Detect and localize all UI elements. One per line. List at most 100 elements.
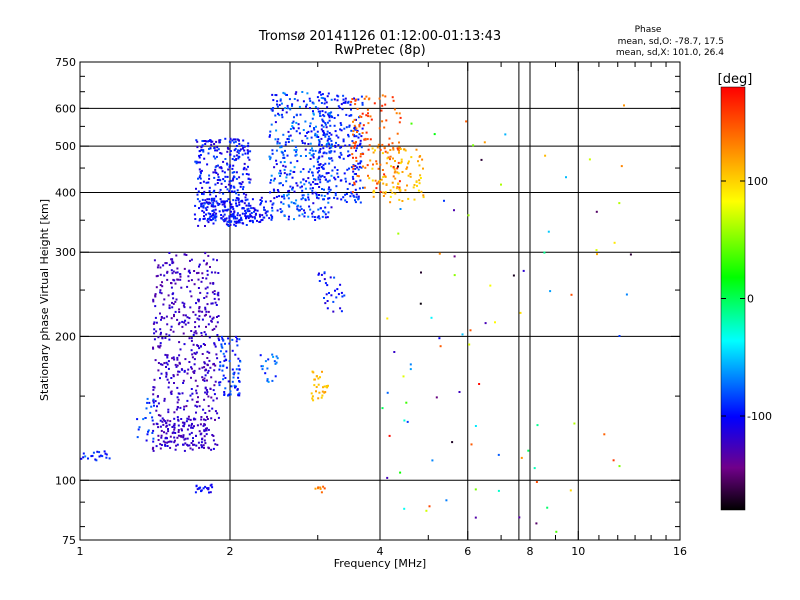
data-point bbox=[344, 199, 347, 202]
data-point bbox=[212, 316, 215, 319]
data-point bbox=[357, 198, 360, 201]
data-point bbox=[198, 446, 201, 449]
data-point bbox=[365, 131, 368, 134]
data-point bbox=[195, 187, 197, 190]
data-point bbox=[359, 155, 362, 158]
data-point bbox=[306, 92, 309, 95]
data-point bbox=[215, 215, 218, 218]
data-point bbox=[319, 175, 322, 178]
data-point bbox=[94, 458, 97, 461]
data-point bbox=[373, 191, 376, 194]
data-point bbox=[327, 92, 330, 95]
data-point bbox=[320, 128, 323, 131]
data-point bbox=[216, 321, 219, 324]
data-point bbox=[438, 252, 441, 255]
data-point bbox=[389, 201, 392, 204]
data-point bbox=[169, 420, 172, 423]
data-point bbox=[618, 202, 621, 205]
data-point bbox=[307, 177, 310, 180]
data-point bbox=[183, 449, 186, 452]
data-point bbox=[173, 426, 176, 429]
data-point bbox=[193, 352, 196, 355]
data-point bbox=[570, 293, 573, 296]
data-point bbox=[276, 357, 279, 360]
data-point bbox=[247, 177, 250, 180]
data-point bbox=[105, 453, 108, 456]
data-point bbox=[203, 362, 206, 365]
data-point bbox=[232, 376, 235, 379]
data-point bbox=[179, 435, 182, 438]
data-point bbox=[282, 164, 285, 167]
data-point bbox=[226, 150, 229, 153]
data-point bbox=[313, 378, 316, 381]
data-point bbox=[173, 382, 175, 384]
data-point bbox=[228, 342, 231, 345]
data-point bbox=[211, 291, 214, 294]
data-point bbox=[189, 259, 191, 262]
data-point bbox=[136, 418, 139, 421]
data-point bbox=[348, 124, 351, 127]
data-point bbox=[381, 94, 384, 97]
data-point bbox=[157, 345, 160, 348]
data-point bbox=[439, 345, 442, 348]
data-point bbox=[318, 169, 321, 172]
data-point bbox=[176, 401, 179, 404]
data-point bbox=[533, 467, 536, 470]
data-point bbox=[418, 182, 421, 185]
data-point bbox=[277, 190, 280, 193]
data-point bbox=[209, 139, 212, 142]
data-point bbox=[547, 230, 550, 233]
data-point bbox=[340, 310, 343, 313]
data-point bbox=[198, 307, 201, 310]
data-point bbox=[203, 435, 206, 438]
data-point bbox=[269, 200, 272, 203]
data-point bbox=[235, 335, 237, 338]
data-point bbox=[183, 306, 186, 309]
data-point bbox=[352, 177, 355, 180]
data-point bbox=[152, 446, 155, 449]
data-point bbox=[404, 189, 407, 192]
data-point bbox=[202, 205, 205, 208]
data-point bbox=[291, 186, 294, 189]
data-point bbox=[167, 440, 170, 443]
data-point bbox=[317, 138, 320, 141]
data-point bbox=[394, 192, 397, 195]
data-point bbox=[204, 374, 207, 377]
data-point bbox=[208, 198, 211, 201]
data-point bbox=[234, 224, 237, 227]
data-point bbox=[291, 125, 294, 128]
data-point bbox=[320, 102, 323, 104]
data-point bbox=[198, 207, 200, 210]
data-point bbox=[212, 389, 215, 392]
data-point bbox=[203, 446, 205, 449]
data-point bbox=[275, 361, 278, 364]
data-point bbox=[420, 190, 423, 193]
data-point bbox=[166, 441, 169, 444]
data-point bbox=[314, 487, 317, 490]
data-point bbox=[472, 144, 475, 147]
data-point bbox=[316, 130, 319, 133]
data-point bbox=[435, 396, 438, 399]
data-point bbox=[320, 194, 323, 197]
data-point bbox=[92, 451, 95, 454]
data-point bbox=[227, 394, 229, 397]
data-point bbox=[208, 201, 210, 204]
data-point bbox=[229, 150, 232, 153]
data-point bbox=[312, 113, 315, 116]
data-point bbox=[355, 127, 358, 130]
data-point bbox=[277, 138, 280, 141]
data-point bbox=[381, 152, 384, 155]
data-point bbox=[171, 260, 174, 263]
data-point bbox=[287, 197, 290, 200]
data-point bbox=[194, 313, 197, 316]
data-point bbox=[595, 210, 598, 213]
data-point bbox=[527, 449, 530, 452]
data-point bbox=[293, 116, 295, 119]
data-point bbox=[212, 439, 215, 442]
data-point bbox=[307, 143, 310, 145]
data-point bbox=[232, 372, 235, 375]
data-point bbox=[612, 459, 615, 462]
data-point bbox=[161, 281, 163, 284]
data-point bbox=[200, 432, 203, 435]
data-point bbox=[212, 198, 214, 201]
